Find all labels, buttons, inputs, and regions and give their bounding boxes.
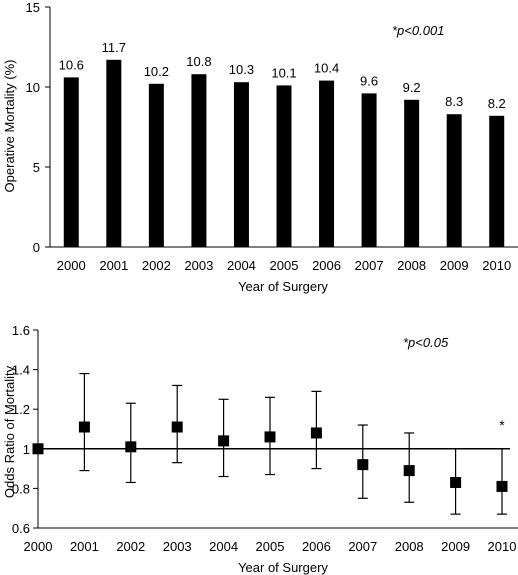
x-tick-label: 2004 (227, 258, 256, 273)
bar-value-label: 8.2 (488, 96, 506, 111)
x-tick-label: 2009 (440, 258, 469, 273)
y-tick-label: 1.2 (12, 402, 30, 417)
point-2002 (125, 441, 137, 453)
bar-2003 (191, 74, 207, 247)
bar-value-label: 10.1 (271, 65, 296, 80)
bar-value-label: 10.8 (186, 54, 211, 69)
bar-value-label: 10.3 (229, 62, 254, 77)
y-tick-label: 10 (26, 80, 40, 95)
bar-value-label: 10.4 (314, 61, 339, 76)
y-tick-label: 0.8 (12, 481, 30, 496)
bar-value-labels: 10.6 11.7 10.2 10.8 10.3 10.1 10.4 9.6 9.2 8.3 8.2 (59, 40, 506, 111)
bar-2000 (63, 77, 79, 248)
bars (63, 59, 505, 248)
y-tick-label: 1.4 (12, 363, 30, 378)
bar-2009 (446, 114, 462, 247)
x-tick-labels: 2000 2001 2002 2003 2004 2005 2006 2007 2008 2009… (57, 258, 511, 273)
point-2001 (78, 421, 90, 433)
x-tick-label: 2004 (209, 539, 238, 554)
x-tick-label: 2007 (355, 258, 384, 273)
bar-2001 (106, 59, 122, 247)
bar-value-label: 10.6 (59, 57, 84, 72)
bar-2008 (404, 99, 420, 247)
y-tick-label: 0 (33, 240, 40, 255)
significance-star: * (499, 417, 505, 433)
point-2005 (264, 431, 276, 443)
x-tick-label: 2001 (99, 258, 128, 273)
mortality-bar-chart: 10.6 11.7 10.2 10.8 10.3 10.1 10.4 9.6 9.2 8.3 8.2… (2, 0, 518, 294)
y-tick-labels: 0 5 10 15 (26, 0, 40, 255)
bar-2005 (276, 85, 292, 248)
x-tick-label: 2008 (397, 258, 426, 273)
error-bars (79, 372, 507, 515)
y-tick-label: 0.6 (12, 521, 30, 536)
point-2008 (403, 465, 415, 477)
x-axis-label: Year of Surgery (238, 560, 328, 575)
y-tick-label: 5 (33, 160, 40, 175)
bar-2002 (148, 83, 164, 247)
y-tick-labels: 0.6 0.8 1 1.2 1.4 1.6 (12, 323, 30, 536)
bar-value-label: 9.2 (403, 80, 421, 95)
x-tick-label: 2000 (57, 258, 86, 273)
point-2007 (357, 459, 369, 471)
bar-value-label: 8.3 (445, 94, 463, 109)
point-2004 (218, 435, 230, 447)
significance-annotation: *p<0.001 (392, 23, 444, 38)
x-tick-label: 2002 (142, 258, 171, 273)
x-tick-label: 2006 (312, 258, 341, 273)
bar-2004 (233, 82, 249, 247)
point-2006 (310, 427, 322, 439)
bar-2010 (489, 115, 505, 247)
point-2009 (450, 476, 462, 488)
x-tick-label: 2008 (395, 539, 424, 554)
x-tick-label: 2007 (348, 539, 377, 554)
x-tick-label: 2005 (256, 539, 285, 554)
x-tick-labels: 2000 2001 2002 2003 2004 2005 2006 2007 2008 2009… (24, 539, 517, 554)
x-tick-label: 2010 (482, 258, 511, 273)
x-tick-label: 2006 (302, 539, 331, 554)
odds-ratio-chart: 0.60.811.21.41.6 2000 2001 2002 2003 2004 200… (2, 323, 518, 575)
y-tick-label: 1.6 (12, 323, 30, 338)
bar-2007 (361, 93, 377, 248)
point-2010 (496, 480, 508, 492)
axes (33, 329, 518, 529)
y-tick-label: 1 (23, 442, 30, 457)
x-tick-label: 2001 (70, 539, 99, 554)
y-axis-label: Operative Mortality (%) (2, 60, 17, 193)
bar-value-label: 9.6 (360, 73, 378, 88)
x-axis-label: Year of Surgery (238, 279, 328, 294)
x-tick-label: 2003 (163, 539, 192, 554)
x-tick-label: 2002 (116, 539, 145, 554)
bar-value-label: 10.2 (144, 64, 169, 79)
point-2003 (171, 421, 183, 433)
axes (45, 6, 518, 248)
significance-annotation: *p<0.05 (403, 335, 449, 350)
data-points (32, 421, 508, 492)
point-2000 (32, 443, 44, 455)
x-tick-label: 2000 (24, 539, 53, 554)
y-axis-label: Odds Ratio of Mortality (2, 365, 17, 498)
x-tick-label: 2003 (184, 258, 213, 273)
x-tick-label: 2009 (441, 539, 470, 554)
y-tick-label: 15 (26, 0, 40, 15)
x-tick-label: 2010 (488, 539, 517, 554)
bar-value-label: 11.7 (102, 40, 126, 55)
x-tick-label: 2005 (270, 258, 299, 273)
bar-2006 (319, 80, 335, 247)
